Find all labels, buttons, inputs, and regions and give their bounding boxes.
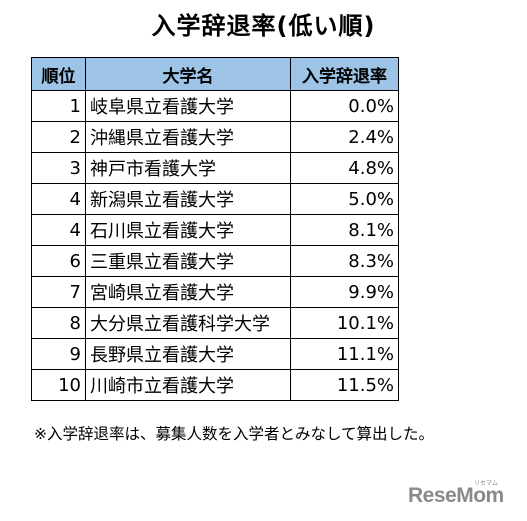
table-row: 8 大分県立看護科学大学 10.1% [31,307,399,339]
rank-cell: 9 [31,338,86,370]
header-rank: 順位 [31,57,86,91]
university-cell: 宮崎県立看護大学 [85,276,291,308]
table-row: 4 新潟県立看護大学 5.0% [31,183,399,215]
rate-cell: 9.9% [290,276,399,308]
university-cell: 岐阜県立看護大学 [85,90,291,122]
rank-cell: 10 [31,369,86,401]
header-university: 大学名 [85,57,291,91]
rank-cell: 1 [31,90,86,122]
university-cell: 石川県立看護大学 [85,214,291,246]
rank-cell: 6 [31,245,86,277]
table-row: 10 川崎市立看護大学 11.5% [31,369,399,401]
rank-cell: 3 [31,152,86,184]
table-row: 6 三重県立看護大学 8.3% [31,245,399,277]
rate-cell: 5.0% [290,183,399,215]
rate-cell: 4.8% [290,152,399,184]
university-cell: 大分県立看護科学大学 [85,307,291,339]
table-header-row: 順位 大学名 入学辞退率 [31,57,399,91]
rate-cell: 11.1% [290,338,399,370]
table-row: 4 石川県立看護大学 8.1% [31,214,399,246]
rank-cell: 4 [31,183,86,215]
table-row: 7 宮崎県立看護大学 9.9% [31,276,399,308]
rate-cell: 10.1% [290,307,399,339]
rate-cell: 11.5% [290,369,399,401]
rate-cell: 8.3% [290,245,399,277]
header-rate: 入学辞退率 [290,57,399,91]
ranking-table: 順位 大学名 入学辞退率 1 岐阜県立看護大学 0.0% 2 沖縄県立看護大学 … [31,57,399,401]
university-cell: 長野県立看護大学 [85,338,291,370]
footnote: ※入学辞退率は、募集人数を入学者とみなして算出した。 [34,425,435,443]
rate-cell: 0.0% [290,90,399,122]
rank-cell: 2 [31,121,86,153]
rate-cell: 2.4% [290,121,399,153]
table-row: 9 長野県立看護大学 11.1% [31,338,399,370]
rank-cell: 8 [31,307,86,339]
university-cell: 川崎市立看護大学 [85,369,291,401]
page-title: 入学辞退率(低い順) [151,12,376,40]
table-row: 1 岐阜県立看護大学 0.0% [31,90,399,122]
resemom-logo: ReseMom [408,484,504,507]
rank-cell: 7 [31,276,86,308]
table-row: 3 神戸市看護大学 4.8% [31,152,399,184]
university-cell: 沖縄県立看護大学 [85,121,291,153]
university-cell: 神戸市看護大学 [85,152,291,184]
watermark-kana: リセマム [474,480,499,487]
rate-cell: 8.1% [290,214,399,246]
table-row: 2 沖縄県立看護大学 2.4% [31,121,399,153]
university-cell: 三重県立看護大学 [85,245,291,277]
rank-cell: 4 [31,214,86,246]
university-cell: 新潟県立看護大学 [85,183,291,215]
